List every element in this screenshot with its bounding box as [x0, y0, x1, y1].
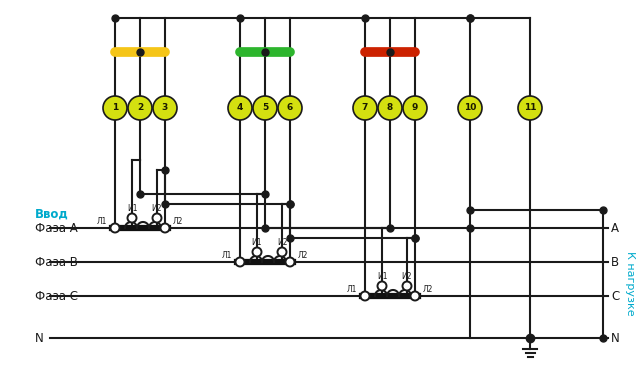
- Text: К нагрузке: К нагрузке: [625, 251, 635, 315]
- Text: N: N: [35, 331, 44, 345]
- Text: B: B: [611, 256, 619, 268]
- Text: И2: И2: [152, 204, 162, 213]
- Text: 2: 2: [137, 104, 143, 113]
- Circle shape: [410, 291, 420, 300]
- Circle shape: [278, 248, 286, 256]
- Text: Фаза C: Фаза C: [35, 289, 78, 303]
- Text: Л1: Л1: [221, 251, 232, 260]
- Circle shape: [153, 96, 177, 120]
- Text: 10: 10: [464, 104, 476, 113]
- Text: Фаза A: Фаза A: [35, 222, 78, 234]
- Circle shape: [518, 96, 542, 120]
- Circle shape: [128, 213, 137, 222]
- Text: И2: И2: [277, 238, 287, 247]
- Text: 1: 1: [112, 104, 118, 113]
- Circle shape: [128, 96, 152, 120]
- Circle shape: [403, 282, 412, 291]
- Circle shape: [110, 223, 119, 232]
- Text: A: A: [611, 222, 619, 234]
- Circle shape: [378, 282, 387, 291]
- Circle shape: [161, 223, 170, 232]
- Circle shape: [278, 96, 302, 120]
- Circle shape: [152, 213, 161, 222]
- Circle shape: [285, 258, 295, 267]
- Text: 6: 6: [287, 104, 293, 113]
- Text: 8: 8: [387, 104, 393, 113]
- Text: И1: И1: [127, 204, 137, 213]
- Text: 4: 4: [237, 104, 243, 113]
- Text: 9: 9: [412, 104, 418, 113]
- Circle shape: [458, 96, 482, 120]
- Text: И1: И1: [377, 272, 387, 281]
- Circle shape: [353, 96, 377, 120]
- Text: 5: 5: [262, 104, 268, 113]
- Text: Л1: Л1: [346, 285, 357, 294]
- Text: Ввод: Ввод: [35, 208, 69, 220]
- Text: Л1: Л1: [96, 217, 107, 226]
- Circle shape: [103, 96, 127, 120]
- Text: 11: 11: [524, 104, 537, 113]
- Circle shape: [378, 96, 402, 120]
- Text: 3: 3: [162, 104, 168, 113]
- Circle shape: [228, 96, 252, 120]
- Text: Л2: Л2: [423, 285, 433, 294]
- Text: Л2: Л2: [298, 251, 308, 260]
- Circle shape: [253, 248, 262, 256]
- Text: Фаза B: Фаза B: [35, 256, 78, 268]
- Text: И2: И2: [402, 272, 412, 281]
- Circle shape: [253, 96, 277, 120]
- Text: N: N: [611, 331, 619, 345]
- Text: Л2: Л2: [173, 217, 183, 226]
- Circle shape: [403, 96, 427, 120]
- Text: 7: 7: [362, 104, 368, 113]
- Text: C: C: [611, 289, 619, 303]
- Circle shape: [360, 291, 369, 300]
- Text: И1: И1: [252, 238, 262, 247]
- Circle shape: [235, 258, 244, 267]
